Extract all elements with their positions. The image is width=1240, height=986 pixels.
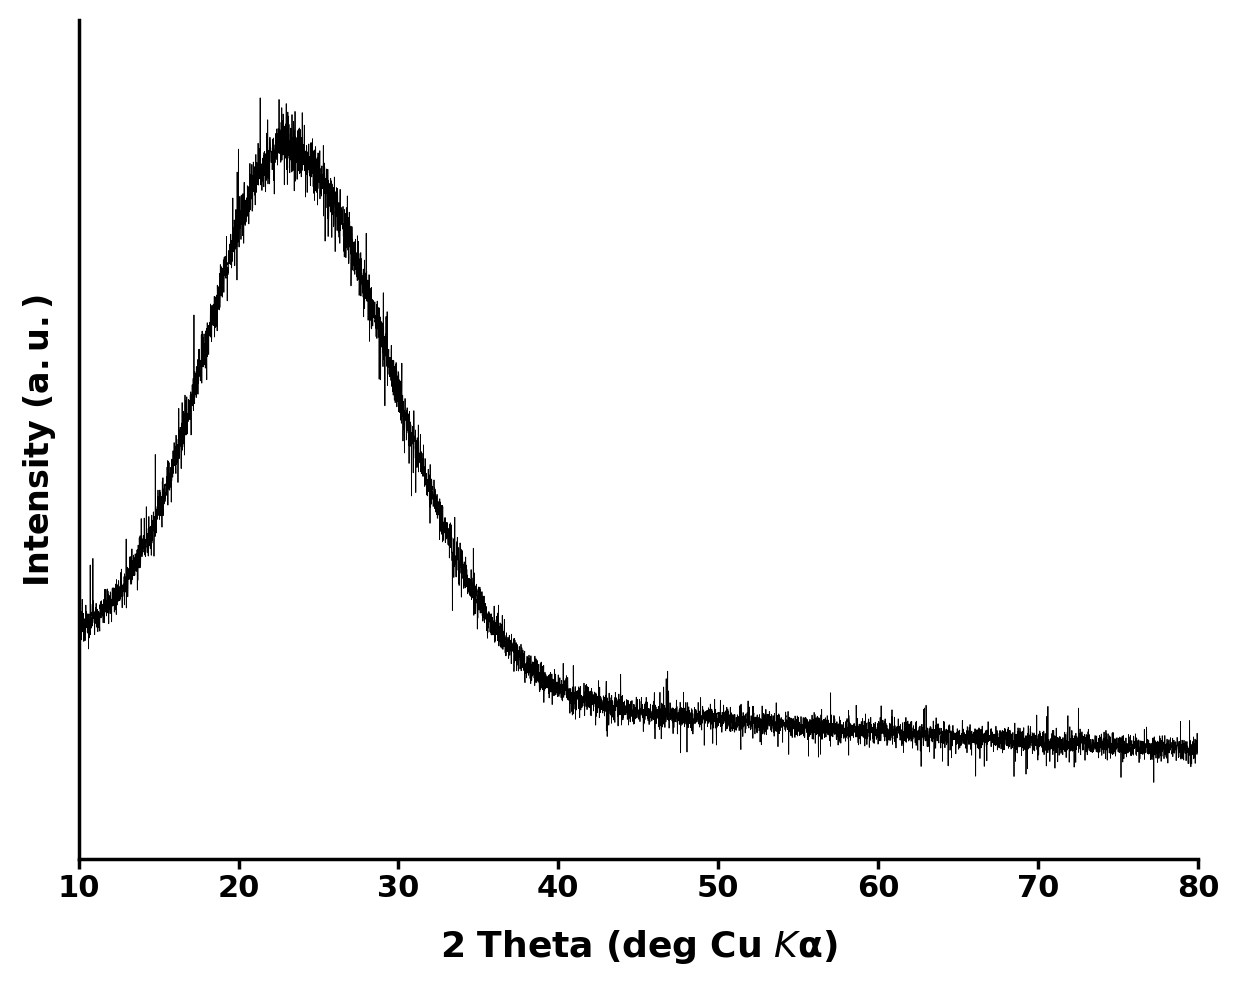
X-axis label: $\mathbf{2\ Theta\ (deg\ Cu\ \mathit{K}\alpha)}$: $\mathbf{2\ Theta\ (deg\ Cu\ \mathit{K}\… [440, 927, 837, 965]
Y-axis label: $\mathbf{Intensity\ (a.u.)}$: $\mathbf{Intensity\ (a.u.)}$ [21, 294, 58, 586]
